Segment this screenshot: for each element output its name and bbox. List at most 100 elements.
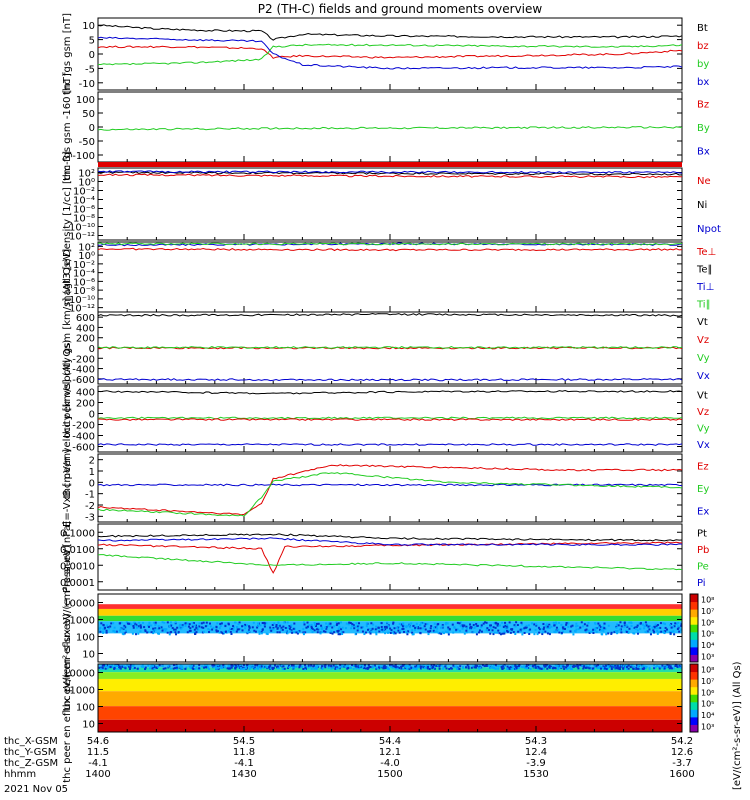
y-axis-label: thc fgs gsm [nT] <box>62 13 73 95</box>
series-line <box>98 389 682 395</box>
y-tick-label: -2 <box>85 501 95 512</box>
y-axis-label: thc peir en eflux eV/(cm²-s-sr-eV) <box>62 545 73 711</box>
y-tick-label: 1000 <box>70 616 95 627</box>
spectrogram-ion <box>98 594 682 662</box>
colorbar-tick: 10³ <box>701 722 714 731</box>
colorbar-swatch <box>690 679 698 688</box>
series-line <box>98 537 682 546</box>
y-axis-label: Density [1/cc] [cm-3] <box>62 151 73 257</box>
x-row-label: thc_X-GSM <box>4 736 58 747</box>
x-row-value: 54.6 <box>87 736 109 747</box>
y-tick-label: 1 <box>89 467 95 478</box>
series-group <box>98 170 682 179</box>
y-tick-label: 10 <box>82 650 95 661</box>
x-row-value: 11.8 <box>233 747 255 758</box>
y-tick-label: 10⁻¹² <box>69 232 95 243</box>
y-tick-label: 0 <box>89 410 95 421</box>
panel-7: 210-1-2-3 E=-VxB [mV/m] Ez Ey Ex <box>62 449 709 527</box>
legend-entry: Ti∥ <box>696 299 711 310</box>
x-row-value: -4.1 <box>88 758 108 769</box>
series-line <box>98 443 682 446</box>
y-tick-label: 10⁰ <box>78 178 95 189</box>
y-tick-label: 0.1000 <box>60 528 95 539</box>
y-tick-label: 10² <box>78 169 95 180</box>
y-axis-label: thc peer en eflux eV/(cm²-s-sr-eV) <box>62 613 73 783</box>
y-tick-label: 10⁻² <box>73 187 95 198</box>
legend-entry: Ni <box>697 200 707 211</box>
legend-entry: Ez <box>697 461 709 472</box>
y-axis-label: thc peer velocity [km/s] (All Qs) <box>62 340 73 499</box>
y-tick-label: 100 <box>76 95 95 106</box>
legend-entry: bz <box>697 41 709 52</box>
colorbar-swatch <box>690 639 698 648</box>
y-tick-label: 400 <box>76 323 95 334</box>
series-line <box>98 346 682 350</box>
colorbar-tick: 10⁷ <box>701 677 714 686</box>
colorbar-swatch <box>690 624 698 633</box>
series-line <box>98 242 682 247</box>
x-row-value: 1500 <box>377 769 402 780</box>
series-line <box>98 533 682 542</box>
series-group <box>98 126 682 131</box>
colorbar-tick: 10⁸ <box>701 666 714 675</box>
y-tick-label: 10² <box>78 242 95 253</box>
y-tick-label: 0.0010 <box>60 561 95 572</box>
series-line <box>98 312 682 317</box>
x-row-value: -3.7 <box>672 758 692 769</box>
y-tick-label: 400 <box>76 388 95 399</box>
legend-entry: Vz <box>697 335 709 346</box>
y-tick-label: 2 <box>89 456 95 467</box>
panel-frame <box>97 17 683 91</box>
y-tick-label: 10⁻⁸ <box>73 214 95 225</box>
legend-entry: Vx <box>697 440 710 451</box>
legend-entry: by <box>697 59 709 70</box>
x-row-value: 1600 <box>669 769 694 780</box>
y-tick-label: 10 <box>82 21 95 32</box>
y-tick-label: 200 <box>76 334 95 345</box>
y-tick-label: -400 <box>72 432 95 443</box>
legend-entry: Ne <box>697 176 711 187</box>
y-tick-label: 600 <box>76 313 95 324</box>
colorbar-swatch <box>690 594 698 603</box>
series-line <box>98 170 682 174</box>
x-row-value: 1530 <box>523 769 548 780</box>
y-tick-label: 10000 <box>63 669 95 680</box>
series-group <box>98 389 682 446</box>
y-tick-label: 0.0100 <box>60 545 95 556</box>
y-tick-label: -100 <box>72 151 95 162</box>
y-tick-label: -600 <box>72 443 95 454</box>
colorbar-swatch <box>690 716 698 725</box>
legend-entry: Pe <box>697 561 709 572</box>
series-group <box>98 533 682 574</box>
colorbar-tick: 10⁷ <box>701 607 714 616</box>
series-line <box>98 554 682 571</box>
colorbar-tick: 10⁴ <box>701 711 714 720</box>
legend-entry: bx <box>697 77 709 88</box>
legend-entry: Vy <box>697 423 710 434</box>
y-tick-label: 100 <box>76 633 95 644</box>
y-tick-label: -3 <box>85 512 95 523</box>
legend-entry: Ey <box>697 484 709 495</box>
series-line <box>98 45 682 59</box>
y-tick-label: 10 <box>82 720 95 731</box>
colorbar-swatch <box>690 686 698 695</box>
y-tick-label: 5 <box>89 36 95 47</box>
series-group <box>98 24 682 70</box>
x-row-value: 54.2 <box>671 736 693 747</box>
colorbar-swatch <box>690 664 698 673</box>
x-row-value: -4.1 <box>234 758 254 769</box>
legend-entry: Te⊥ <box>696 247 716 258</box>
legend-entry: By <box>697 123 710 134</box>
y-tick-label: -1 <box>85 490 95 501</box>
panel-frame <box>97 523 683 591</box>
x-row-label: thc_Z-GSM <box>4 758 58 769</box>
plot-title: P2 (TH-C) fields and ground moments over… <box>258 2 543 16</box>
series-line <box>98 541 682 574</box>
y-axis-label: magt3 [eV] <box>62 249 73 306</box>
colorbar-tick: 10⁴ <box>701 641 714 650</box>
colorbar-swatch <box>690 701 698 710</box>
series-line <box>98 464 682 516</box>
